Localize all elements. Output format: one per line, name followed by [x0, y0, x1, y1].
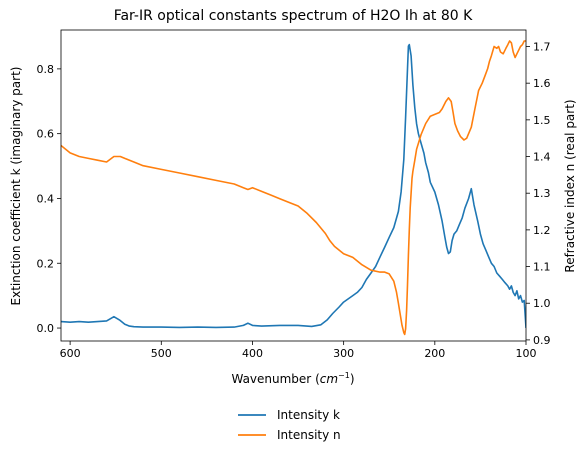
x-tick-label: 300 — [333, 347, 354, 360]
x-tick-label: 100 — [516, 347, 537, 360]
y-tick-label-right: 0.9 — [533, 334, 551, 347]
x-tick-label: 200 — [424, 347, 445, 360]
x-tick-label: 400 — [242, 347, 263, 360]
y-tick-label-left: 0.8 — [37, 63, 55, 76]
x-tick-label: 600 — [60, 347, 81, 360]
chart-title: Far-IR optical constants spectrum of H2O… — [114, 8, 473, 24]
series-line-intensity-n — [61, 40, 526, 336]
y-axis-label-right: Refractive index n (real part) — [563, 99, 577, 272]
y-tick-label-right: 1.2 — [533, 224, 551, 237]
y-tick-label-right: 1.0 — [533, 297, 551, 310]
x-axis-unit-exponent: −1 — [338, 371, 350, 380]
y-tick-label-right: 1.7 — [533, 41, 551, 54]
y-tick-label-left: 0.4 — [37, 192, 55, 205]
y-tick-label-right: 1.5 — [533, 114, 551, 127]
series-layer — [61, 40, 526, 336]
y-tick-label-right: 1.1 — [533, 261, 551, 274]
y-tick-label-left: 0.2 — [37, 257, 55, 270]
x-axis-label: Wavenumber (cm−1) — [231, 371, 354, 386]
y-tick-label-right: 1.4 — [533, 151, 551, 164]
y-axis-right: 0.9 1.0 1.1 1.2 1.3 1.4 1.5 1.6 1.7 — [526, 41, 551, 347]
y-axis-left: 0.0 0.2 0.4 0.6 0.8 — [37, 63, 61, 335]
legend-label: Intensity n — [277, 428, 341, 442]
y-tick-label-right: 1.6 — [533, 77, 551, 90]
legend-label: Intensity k — [277, 408, 340, 422]
x-tick-label: 500 — [151, 347, 172, 360]
x-axis-label-text: Wavenumber — [231, 372, 311, 386]
y-tick-label-left: 0.0 — [37, 322, 55, 335]
x-axis-unit: cm — [320, 372, 338, 386]
series-line-intensity-k — [61, 43, 526, 329]
legend: Intensity k Intensity n — [238, 408, 341, 442]
y-tick-label-left: 0.6 — [37, 128, 55, 141]
x-axis: 600 500 400 300 200 100 — [60, 341, 537, 360]
y-tick-label-right: 1.3 — [533, 187, 551, 200]
y-axis-label-left: Extinction coefficient k (imaginary part… — [9, 67, 23, 306]
plot-frame — [60, 29, 527, 342]
